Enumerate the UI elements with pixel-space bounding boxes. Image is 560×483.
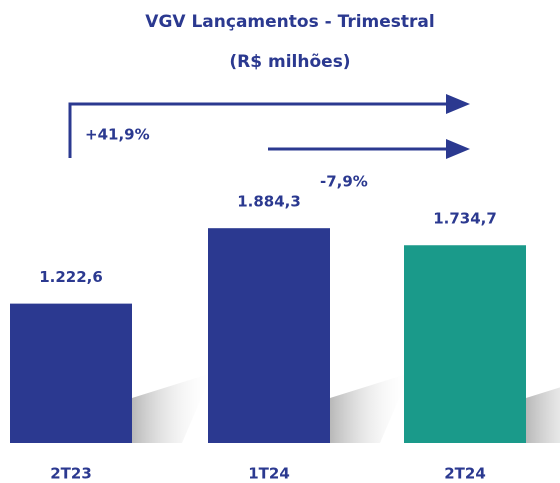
chart-title: VGV Lançamentos - Trimestral — [145, 12, 434, 32]
value-label: 1.884,3 — [237, 193, 301, 211]
growth-arrow — [68, 102, 448, 158]
bar — [10, 303, 132, 443]
bar-shadow — [526, 387, 560, 443]
arrow-head — [446, 94, 470, 114]
bar-shadow — [132, 373, 212, 443]
arrow-head — [446, 139, 470, 159]
bar — [404, 245, 526, 443]
x-tick-label: 2T23 — [50, 465, 92, 483]
value-label: 1.734,7 — [433, 210, 497, 228]
bar — [208, 228, 330, 443]
value-label: 1.222,6 — [39, 268, 103, 286]
chart-subtitle: (R$ milhões) — [229, 52, 350, 72]
annotation: +41,9% — [85, 126, 150, 144]
bar-shadow — [330, 373, 410, 443]
x-tick-label: 2T24 — [444, 465, 486, 483]
annotation: -7,9% — [320, 173, 368, 191]
x-tick-label: 1T24 — [248, 465, 290, 483]
